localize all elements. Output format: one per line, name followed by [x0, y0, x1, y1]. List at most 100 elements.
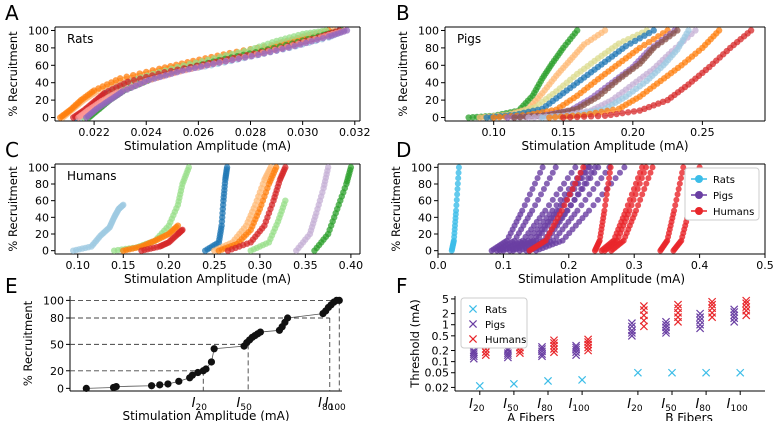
y-tick-label: 20 — [35, 94, 49, 107]
y-tick-label: 2 — [442, 308, 449, 321]
y-tick-label: 60 — [425, 59, 439, 72]
marker-stroke — [469, 348, 478, 357]
recruitment-series — [215, 164, 280, 254]
legend-marker — [468, 319, 478, 329]
data-point — [124, 78, 132, 86]
x-tick-label: 0.0 — [429, 259, 447, 272]
data-point — [534, 175, 541, 182]
y-tick-label: 20 — [418, 228, 432, 241]
data-point — [730, 305, 739, 314]
data-point — [578, 186, 585, 192]
data-point — [601, 207, 608, 214]
recruitment-series — [138, 226, 186, 254]
data-point — [585, 175, 592, 182]
data-point — [638, 175, 645, 182]
marker-stroke — [627, 319, 636, 328]
data-point — [203, 62, 211, 69]
data-point — [324, 164, 332, 171]
marker-stroke — [543, 376, 553, 385]
data-point — [561, 180, 568, 187]
data-point — [207, 358, 216, 366]
data-point — [645, 29, 653, 37]
legend-marker — [695, 175, 703, 183]
legend-marker — [468, 304, 478, 314]
data-point — [285, 44, 292, 51]
y-axis-label: % Recruitment — [6, 166, 20, 252]
marker-stroke — [639, 322, 648, 331]
marker-stroke — [537, 342, 547, 351]
panel-label: D — [396, 138, 411, 162]
recruitment-series — [202, 164, 231, 254]
data-point — [645, 175, 652, 182]
y-axis-label: % Recruitment — [389, 166, 403, 252]
data-point — [335, 296, 343, 304]
marker-stroke — [661, 317, 671, 326]
x-axis-label: Stimulation Amplitude (mA) — [124, 139, 291, 153]
marker-stroke — [572, 343, 581, 352]
data-point — [546, 114, 553, 121]
data-point — [561, 202, 568, 209]
data-point — [454, 180, 461, 187]
recruitment-series — [224, 164, 289, 254]
marker-stroke — [549, 344, 559, 354]
data-point — [185, 66, 193, 73]
y-tick-label: 60 — [35, 59, 49, 72]
y-tick-label: 40 — [35, 211, 49, 224]
marker-stroke — [469, 350, 478, 359]
data-point — [453, 202, 460, 209]
legend-label: Pigs — [713, 191, 733, 202]
data-point — [627, 40, 634, 47]
data-point — [566, 191, 573, 198]
data-point — [319, 34, 327, 42]
x-tick-subscript: 80 — [699, 404, 711, 414]
data-point — [604, 186, 611, 192]
x-tick-label: 0.026 — [183, 126, 215, 139]
data-point — [637, 196, 644, 203]
data-point — [584, 337, 593, 347]
data-point — [594, 180, 601, 187]
x-axis-label: Stimulation Amplitude (mA) — [521, 139, 688, 153]
y-tick-label: 60 — [418, 195, 432, 208]
marker-stroke — [549, 348, 559, 357]
data-point — [481, 351, 490, 360]
data-point — [496, 113, 503, 121]
y-axis-label: Threshold (mA) — [408, 299, 422, 388]
data-point — [574, 207, 581, 214]
data-point — [677, 175, 684, 182]
recruitment-series — [120, 222, 182, 254]
legend-box — [684, 167, 760, 221]
data-point — [675, 186, 682, 192]
data-point — [624, 109, 632, 116]
data-point — [475, 381, 484, 390]
x-tick-label: 0.15 — [111, 259, 136, 272]
data-point — [222, 58, 229, 65]
recruitment-series — [110, 164, 193, 254]
marker-stroke — [667, 368, 677, 377]
x-tick-label: I100 — [727, 397, 748, 414]
x-tick-label: 0.4 — [691, 259, 709, 272]
data-point — [594, 196, 601, 203]
panel-b: 0 20 40 60 80 100 0.10 0.15 0.20 0.25Stimulation … — [396, 1, 766, 153]
marker-stroke — [696, 309, 705, 318]
data-point — [645, 38, 653, 46]
data-point — [558, 207, 565, 214]
legend: Rats Pigs Humans — [684, 167, 760, 221]
marker-stroke — [481, 351, 490, 360]
data-point — [742, 306, 751, 315]
panel-label: E — [5, 274, 18, 298]
x-tick-label: 0.20 — [157, 259, 182, 272]
panel-d: 0 20 40 60 80 100 0.0 0.1 0.2 0.3 0.4 0.5 Stimulatio… — [389, 138, 774, 286]
data-point — [537, 169, 544, 176]
data-point — [164, 380, 172, 388]
data-point — [640, 169, 647, 176]
data-point — [641, 32, 648, 39]
marker-stroke — [730, 308, 739, 317]
y-tick-label: 20 — [35, 228, 49, 241]
data-point — [572, 343, 581, 352]
x-tick-label: 0.35 — [293, 259, 318, 272]
data-point — [168, 70, 175, 77]
data-point — [179, 67, 186, 74]
marker-stroke — [468, 334, 478, 344]
data-point — [148, 382, 156, 390]
